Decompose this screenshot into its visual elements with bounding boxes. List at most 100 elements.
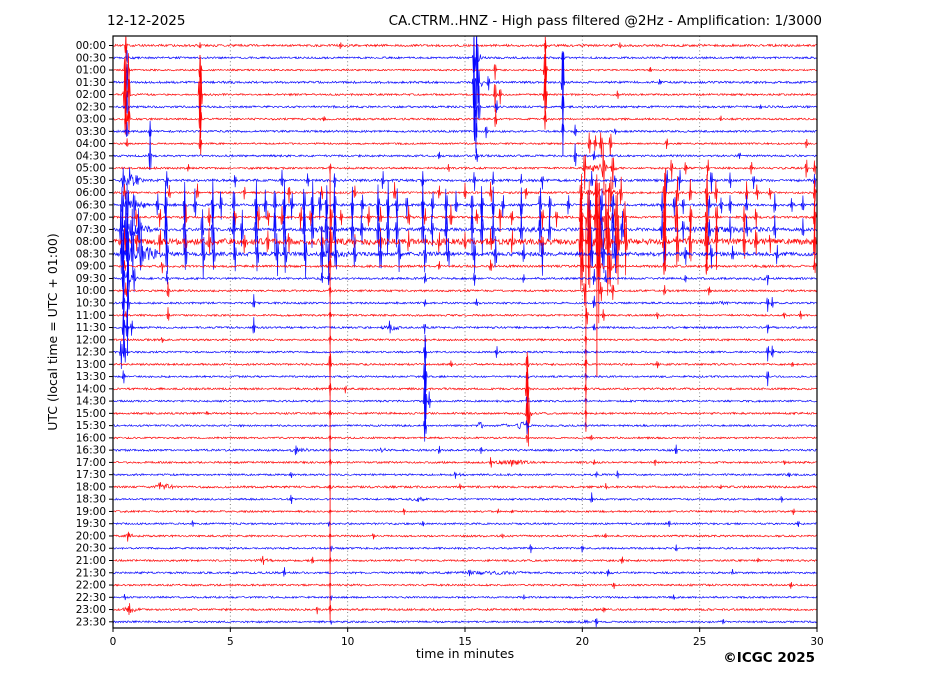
y-tick-label: 22:30 xyxy=(76,592,106,604)
trace-0530-blue xyxy=(112,167,818,194)
y-tick-label: 19:30 xyxy=(76,518,106,530)
y-tick-label: 18:30 xyxy=(76,494,106,506)
y-tick-label: 13:00 xyxy=(76,359,106,371)
y-tick-label: 16:30 xyxy=(76,445,106,457)
trace-0430-blue xyxy=(113,130,818,170)
y-tick-label: 01:00 xyxy=(76,65,106,77)
trace-0630-blue xyxy=(112,178,818,235)
y-tick-label: 02:00 xyxy=(76,89,106,101)
trace-1930-blue xyxy=(112,520,818,528)
event-vlines-group xyxy=(123,36,816,621)
y-tick-label: 01:30 xyxy=(76,77,106,89)
y-tick-label: 04:00 xyxy=(76,138,106,150)
tick-labels-group: 00:0000:3001:0001:3002:0002:3003:0003:30… xyxy=(76,40,824,648)
trace-0800-red xyxy=(112,181,818,324)
trace-1000-red xyxy=(112,281,818,306)
x-tick-label: 30 xyxy=(810,636,823,648)
y-tick-label: 22:00 xyxy=(76,580,106,592)
y-tick-label: 17:00 xyxy=(76,457,106,469)
trace-2000-red xyxy=(112,531,818,542)
trace-1130-blue xyxy=(112,309,818,345)
trace-0130-blue xyxy=(112,36,818,129)
trace-2330-blue xyxy=(112,618,818,628)
y-tick-label: 23:30 xyxy=(76,616,106,628)
y-tick-label: 15:30 xyxy=(76,420,106,432)
trace-0200-red xyxy=(112,54,818,135)
y-tick-label: 11:00 xyxy=(76,310,106,322)
trace-0900-red xyxy=(112,249,818,293)
y-tick-label: 17:30 xyxy=(76,469,106,481)
y-tick-label: 07:00 xyxy=(76,212,106,224)
axes-group xyxy=(109,35,818,632)
y-tick-label: 12:30 xyxy=(76,347,106,359)
trace-0830-blue xyxy=(112,218,818,292)
x-tick-label: 5 xyxy=(227,636,234,648)
y-tick-label: 20:30 xyxy=(76,543,106,555)
gridlines-group xyxy=(229,36,701,628)
y-tick-label: 08:30 xyxy=(76,248,106,260)
y-tick-label: 19:00 xyxy=(76,506,106,518)
trace-0730-blue xyxy=(112,192,818,262)
trace-1600-red xyxy=(112,434,818,443)
trace-0230-blue xyxy=(112,77,818,140)
y-tick-label: 12:00 xyxy=(76,334,106,346)
trace-2130-blue xyxy=(112,567,818,577)
date-label: 12-12-2025 xyxy=(107,13,185,29)
trace-1800-red xyxy=(112,482,818,492)
y-tick-label: 06:30 xyxy=(76,199,106,211)
y-tick-label: 00:30 xyxy=(76,52,106,64)
plot-title: CA.CTRM..HNZ - High pass filtered @2Hz -… xyxy=(389,13,822,29)
y-tick-label: 06:00 xyxy=(76,187,106,199)
trace-1630-blue xyxy=(112,444,818,456)
trace-1500-red xyxy=(112,381,818,447)
trace-0700-red xyxy=(112,182,818,255)
x-tick-label: 10 xyxy=(341,636,354,648)
y-tick-label: 16:00 xyxy=(76,432,106,444)
y-tick-label: 14:00 xyxy=(76,383,106,395)
trace-1730-blue xyxy=(112,470,818,479)
y-tick-label: 03:30 xyxy=(76,126,106,138)
trace-0300-red xyxy=(112,93,818,139)
copyright-label: ©ICGC 2025 xyxy=(723,650,815,666)
trace-1200-red xyxy=(112,335,818,346)
x-tick-label: 15 xyxy=(458,636,471,648)
trace-1330-blue xyxy=(112,350,818,399)
trace-0100-red xyxy=(112,45,818,97)
y-tick-label: 02:30 xyxy=(76,101,106,113)
trace-1530-blue xyxy=(112,406,818,442)
trace-0030-blue xyxy=(112,36,818,87)
trace-1830-blue xyxy=(112,492,818,505)
trace-0330-blue xyxy=(112,109,818,154)
y-tick-label: 05:30 xyxy=(76,175,106,187)
y-tick-label: 20:00 xyxy=(76,530,106,542)
trace-1100-red xyxy=(112,307,818,325)
trace-2230-blue xyxy=(113,594,818,601)
y-axis-label: UTC (local time = UTC + 01:00) xyxy=(45,233,60,431)
trace-1030-blue xyxy=(112,289,818,318)
trace-0500-red xyxy=(112,143,818,191)
trace-2300-red xyxy=(112,603,818,616)
y-tick-label: 07:30 xyxy=(76,224,106,236)
y-tick-label: 04:30 xyxy=(76,150,106,162)
x-tick-label: 20 xyxy=(576,636,589,648)
y-tick-label: 13:30 xyxy=(76,371,106,383)
trace-1430-blue xyxy=(112,372,818,427)
x-tick-label: 25 xyxy=(693,636,706,648)
y-tick-label: 03:00 xyxy=(76,114,106,126)
y-tick-label: 09:00 xyxy=(76,261,106,273)
traces-group xyxy=(112,36,818,628)
y-tick-label: 09:30 xyxy=(76,273,106,285)
trace-0600-red xyxy=(112,172,818,215)
y-tick-label: 11:30 xyxy=(76,322,106,334)
y-tick-label: 10:00 xyxy=(76,285,106,297)
x-tick-label: 0 xyxy=(110,636,117,648)
trace-1400-red xyxy=(112,368,818,416)
y-tick-label: 18:00 xyxy=(76,481,106,493)
trace-2030-blue xyxy=(113,544,818,554)
trace-1700-red xyxy=(112,457,818,468)
y-tick-label: 15:00 xyxy=(76,408,106,420)
trace-0400-red xyxy=(112,130,818,158)
trace-2100-red xyxy=(112,555,818,565)
